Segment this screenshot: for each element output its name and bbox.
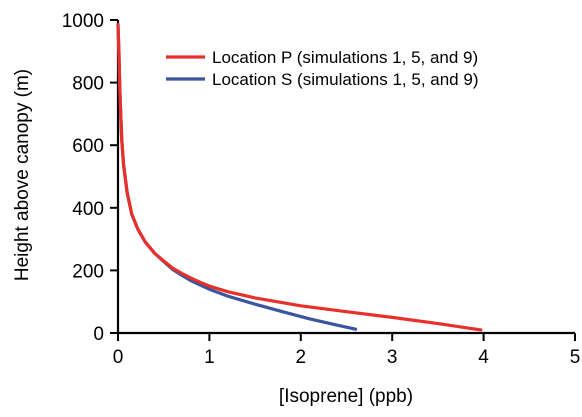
x-tick-label: 0 bbox=[113, 347, 124, 368]
y-tick-label: 800 bbox=[72, 74, 104, 95]
legend-label-location-p: Location P (simulations 1, 5, and 9) bbox=[212, 48, 478, 67]
x-tick-label: 5 bbox=[570, 347, 581, 368]
y-tick-label: 600 bbox=[72, 136, 104, 157]
y-tick-label: 200 bbox=[72, 261, 104, 282]
series-layer bbox=[116, 23, 483, 332]
x-tick-label: 3 bbox=[387, 347, 398, 368]
y-tick-label: 0 bbox=[93, 324, 104, 345]
y-axis-label: Height above canopy (m) bbox=[12, 69, 33, 281]
legend: Location P (simulations 1, 5, and 9) Loca… bbox=[166, 48, 478, 89]
x-tick-label: 1 bbox=[204, 347, 215, 368]
series-line-location-p bbox=[116, 23, 483, 332]
x-axis-label: [Isoprene] (ppb) bbox=[279, 386, 413, 407]
legend-label-location-s: Location S (simulations 1, 5, and 9) bbox=[212, 70, 478, 89]
y-tick-label: 400 bbox=[72, 199, 104, 220]
x-tick-label: 4 bbox=[478, 347, 489, 368]
axes-layer: 0 1 2 3 4 5 0 200 400 600 800 1000 bbox=[62, 11, 581, 368]
x-tick-label: 2 bbox=[296, 347, 307, 368]
y-tick-label: 1000 bbox=[62, 11, 104, 32]
